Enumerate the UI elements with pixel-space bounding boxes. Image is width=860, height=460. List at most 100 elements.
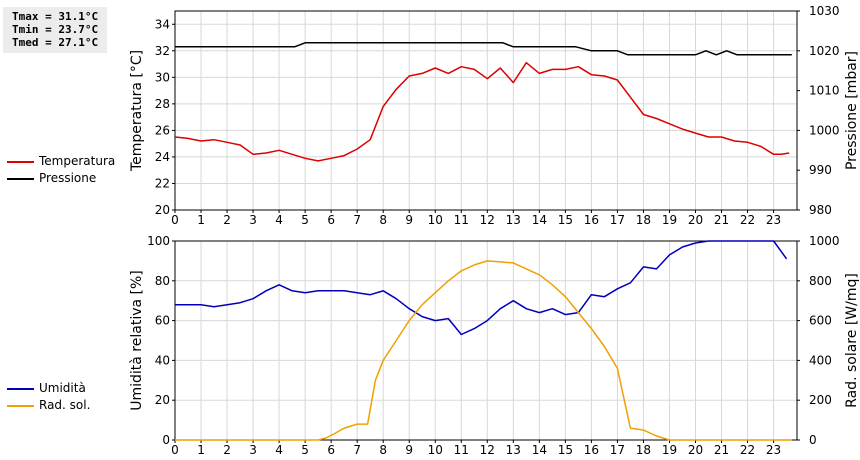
panel2-x-tick-label: 1 [197, 443, 205, 457]
panel1-x-tick-label: 3 [249, 213, 257, 227]
panel1-x-tick-label: 23 [766, 213, 781, 227]
panel2-x-tick-label: 13 [506, 443, 521, 457]
panel1-frame [174, 10, 798, 211]
panel2-ylabel: Umidità relativa [%] [129, 270, 145, 411]
panel2-x-tick-label: 20 [688, 443, 703, 457]
legend-bottom: Umidità Rad. sol. [7, 380, 90, 414]
panel2-x-tick-label: 5 [301, 443, 309, 457]
panel2-x-tick-label: 6 [327, 443, 335, 457]
panel1-series-temperatura [174, 61, 790, 162]
panel2-x-tick-label: 12 [480, 443, 495, 457]
panel2-series-umidit [175, 240, 788, 336]
panel1-x-tick-label: 22 [740, 213, 755, 227]
panel1-ylabel: Temperatura [°C] [129, 50, 145, 172]
panel1-x-tick-label: 5 [301, 213, 309, 227]
panel1-x-tick-label: 6 [327, 213, 335, 227]
panel1-x-tick-label: 13 [506, 213, 521, 227]
panel2-y-tick-label: 40 [155, 353, 170, 367]
legend-swatch-umidita [7, 388, 34, 390]
panel2-x-tick-label: 22 [740, 443, 755, 457]
panel1-x-tick-label: 10 [428, 213, 443, 227]
panel1-x-tick-label: 18 [636, 213, 651, 227]
panel1-x-tick-label: 16 [584, 213, 599, 227]
panel2-x-tick-label: 3 [249, 443, 257, 457]
tmed-text: Tmed = 27.1°C [12, 36, 99, 49]
panel1-y2-tick-label: 1020 [809, 44, 840, 58]
panel1-x-tick-label: 15 [558, 213, 573, 227]
panel1-x-tick-label: 7 [353, 213, 361, 227]
panel1-x-tick-label: 8 [379, 213, 387, 227]
panel2-x-tick-label: 17 [610, 443, 625, 457]
panel1-y-tick-label: 22 [155, 176, 170, 190]
tmin-text: Tmin = 23.7°C [12, 23, 99, 36]
panel2-y2-tick-label: 400 [809, 353, 832, 367]
panel1-y-tick-label: 34 [155, 17, 170, 31]
panel2-x-tick-label: 23 [766, 443, 781, 457]
legend-swatch-temperatura [7, 161, 34, 163]
panel2-x-tick-label: 11 [454, 443, 469, 457]
panel2-y2-tick-label: 1000 [809, 234, 840, 248]
panel1-x-tick-label: 1 [197, 213, 205, 227]
panel1-x-tick-label: 17 [610, 213, 625, 227]
panel1-y-tick-label: 28 [155, 97, 170, 111]
legend-label-umidita: Umidità [39, 381, 86, 395]
tmax-text: Tmax = 31.1°C [12, 10, 99, 23]
panel2-y2-tick-label: 200 [809, 393, 832, 407]
panel1-x-tick-label: 21 [714, 213, 729, 227]
panel2-frame [174, 240, 798, 441]
panel2-y2label: Rad. solare [W/mq] [844, 273, 860, 408]
panel2-y-tick-label: 60 [155, 314, 170, 328]
legend-item-radsol: Rad. sol. [7, 397, 90, 414]
panel2-y-tick-label: 20 [155, 393, 170, 407]
panel2-x-tick-label: 21 [714, 443, 729, 457]
panel1-y2-tick-label: 980 [809, 203, 832, 217]
panel1-x-tick-label: 20 [688, 213, 703, 227]
panel1-y-tick-label: 32 [155, 44, 170, 58]
panel1-y-tick-label: 26 [155, 123, 170, 137]
panel1-x-tick-label: 4 [275, 213, 283, 227]
panel1-y-tick-label: 30 [155, 70, 170, 84]
panel1-series-pressione [175, 42, 792, 56]
panel2-x-tick-label: 16 [584, 443, 599, 457]
panel1-x-tick-label: 19 [662, 213, 677, 227]
panel2-x-tick-label: 15 [558, 443, 573, 457]
legend-swatch-radsol [7, 405, 34, 407]
panel2-y-tick-label: 80 [155, 274, 170, 288]
panel1-y2-tick-label: 990 [809, 163, 832, 177]
legend-label-radsol: Rad. sol. [39, 398, 91, 412]
panel1-x-tick-label: 2 [223, 213, 231, 227]
panel2-x-tick-label: 7 [353, 443, 361, 457]
panel1-y2-tick-label: 1000 [809, 123, 840, 137]
panel2-x-tick-label: 2 [223, 443, 231, 457]
panel2-y2-tick-label: 800 [809, 274, 832, 288]
panel2-y-tick-label: 0 [162, 433, 170, 447]
panel2-x-tick-label: 4 [275, 443, 283, 457]
legend-item-umidita: Umidità [7, 380, 90, 397]
panel1-y2label: Pressione [mbar] [844, 51, 860, 170]
panel2-y2-tick-label: 600 [809, 314, 832, 328]
panel1-y-tick-label: 24 [155, 150, 170, 164]
legend-item-pressione: Pressione [7, 170, 115, 187]
panel2-x-tick-label: 14 [532, 443, 547, 457]
panel1-x-tick-label: 12 [480, 213, 495, 227]
panel2-x-tick-label: 9 [405, 443, 413, 457]
panel2-y-tick-label: 100 [147, 234, 170, 248]
legend-item-temperatura: Temperatura [7, 153, 115, 170]
legend-swatch-pressione [7, 178, 34, 180]
panel2-y2-tick-label: 0 [809, 433, 817, 447]
panel1-x-tick-label: 11 [454, 213, 469, 227]
legend-label-temperatura: Temperatura [39, 154, 116, 168]
panel1-y-tick-label: 20 [155, 203, 170, 217]
panel2-x-tick-label: 18 [636, 443, 651, 457]
panel1-y2-tick-label: 1030 [809, 4, 840, 18]
panel1-x-tick-label: 0 [171, 213, 179, 227]
panel1-x-tick-label: 14 [532, 213, 547, 227]
panel1-y2-tick-label: 1010 [809, 84, 840, 98]
panel2-x-tick-label: 8 [379, 443, 387, 457]
panel2-x-tick-label: 19 [662, 443, 677, 457]
panel2-x-tick-label: 10 [428, 443, 443, 457]
legend-top: Temperatura Pressione [7, 153, 115, 187]
panel2-x-tick-label: 0 [171, 443, 179, 457]
panel1-x-tick-label: 9 [405, 213, 413, 227]
